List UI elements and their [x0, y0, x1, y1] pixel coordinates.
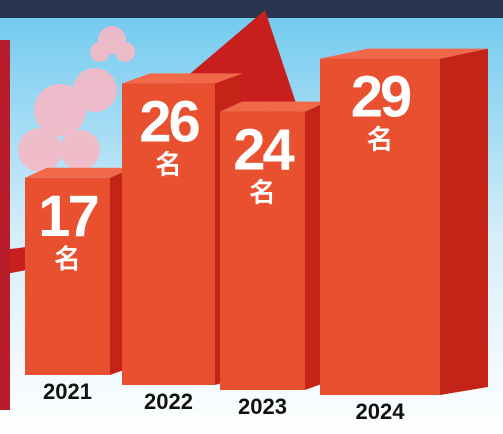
unit-label: 名: [155, 149, 181, 180]
x-tick-label: 2023: [238, 394, 287, 419]
bar-front: [25, 177, 110, 375]
bar-top: [122, 73, 243, 84]
value-label: 26: [139, 89, 199, 154]
unit-label: 名: [367, 125, 393, 156]
sakura: [18, 26, 135, 172]
x-tick-label: 2022: [144, 389, 193, 414]
left-strip: [0, 40, 10, 410]
x-tick-label: 2021: [43, 379, 92, 404]
value-label: 24: [233, 118, 294, 183]
bar-front: [122, 83, 215, 386]
unit-label: 名: [54, 244, 80, 275]
bar-front: [220, 111, 305, 390]
top-band: [0, 0, 503, 18]
value-label: 29: [351, 65, 411, 130]
bar-top: [320, 48, 488, 59]
bar-top: [220, 101, 327, 112]
bar: [320, 48, 488, 395]
value-label: 17: [38, 184, 97, 249]
x-tick-label: 2024: [356, 399, 406, 424]
unit-label: 名: [249, 178, 275, 209]
bar-top: [25, 167, 132, 178]
bar-front: [320, 58, 440, 395]
bar-side: [440, 48, 488, 395]
